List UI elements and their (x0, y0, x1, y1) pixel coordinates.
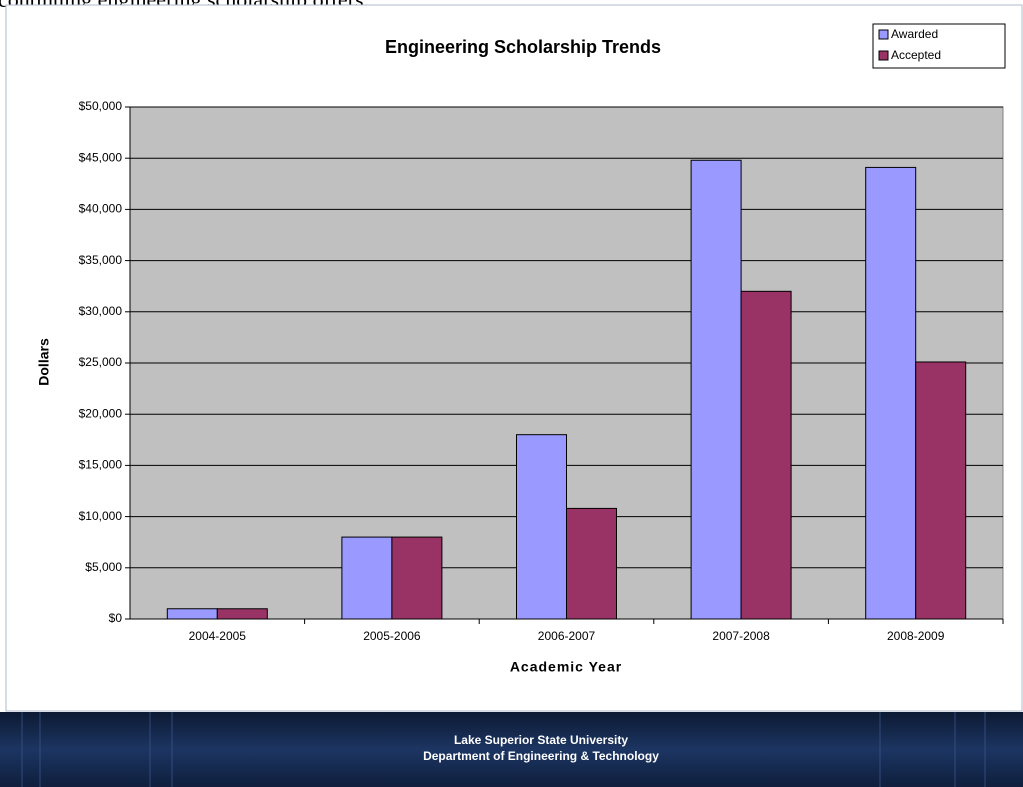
y-tick-label: $25,000 (79, 355, 123, 369)
y-tick-label: $30,000 (79, 304, 123, 318)
y-tick-label: $15,000 (79, 458, 123, 472)
footer-band (0, 712, 1023, 787)
bar (865, 166, 917, 620)
footer-decor (21, 712, 986, 787)
legend-swatch (878, 29, 889, 40)
x-tick-label: 2005-2006 (363, 629, 421, 643)
x-tick-label: 2007-2008 (712, 629, 770, 643)
bar (216, 608, 268, 620)
bar (690, 159, 742, 620)
bar (166, 608, 218, 620)
x-axis-label: Academic Year (510, 659, 622, 675)
y-tick-label: $20,000 (79, 406, 123, 420)
x-tick-label: 2004-2005 (189, 629, 247, 643)
bar (740, 290, 792, 620)
bar (341, 536, 393, 620)
footer-line: Department of Engineering & Technology (423, 749, 659, 763)
y-axis-label: Dollars (36, 338, 52, 386)
bar (566, 507, 617, 620)
y-tick-label: $10,000 (79, 509, 123, 523)
y-tick-label: $50,000 (79, 99, 123, 113)
bar (915, 361, 967, 620)
plot: $0 $5,000 $10,000 $15,000 $20,000 $25,000 $30,… (79, 99, 1004, 643)
bar (516, 434, 567, 620)
x-tick-label: 2006-2007 (538, 629, 596, 643)
legend (872, 23, 1006, 69)
y-tick-label: $40,000 (79, 202, 123, 216)
y-tick-label: $0 (109, 611, 123, 625)
legend-label: Accepted (891, 48, 941, 62)
legend-swatch (878, 50, 889, 61)
footer-line: Lake Superior State University (454, 733, 628, 747)
y-tick-label: $5,000 (85, 560, 122, 574)
bar (391, 536, 443, 620)
x-tick-label: 2008-2009 (887, 629, 945, 643)
y-tick-label: $35,000 (79, 253, 123, 267)
legend-label: Awarded (891, 27, 938, 41)
y-tick-label: $45,000 (79, 150, 123, 164)
chart-title: Engineering Scholarship Trends (385, 37, 661, 57)
